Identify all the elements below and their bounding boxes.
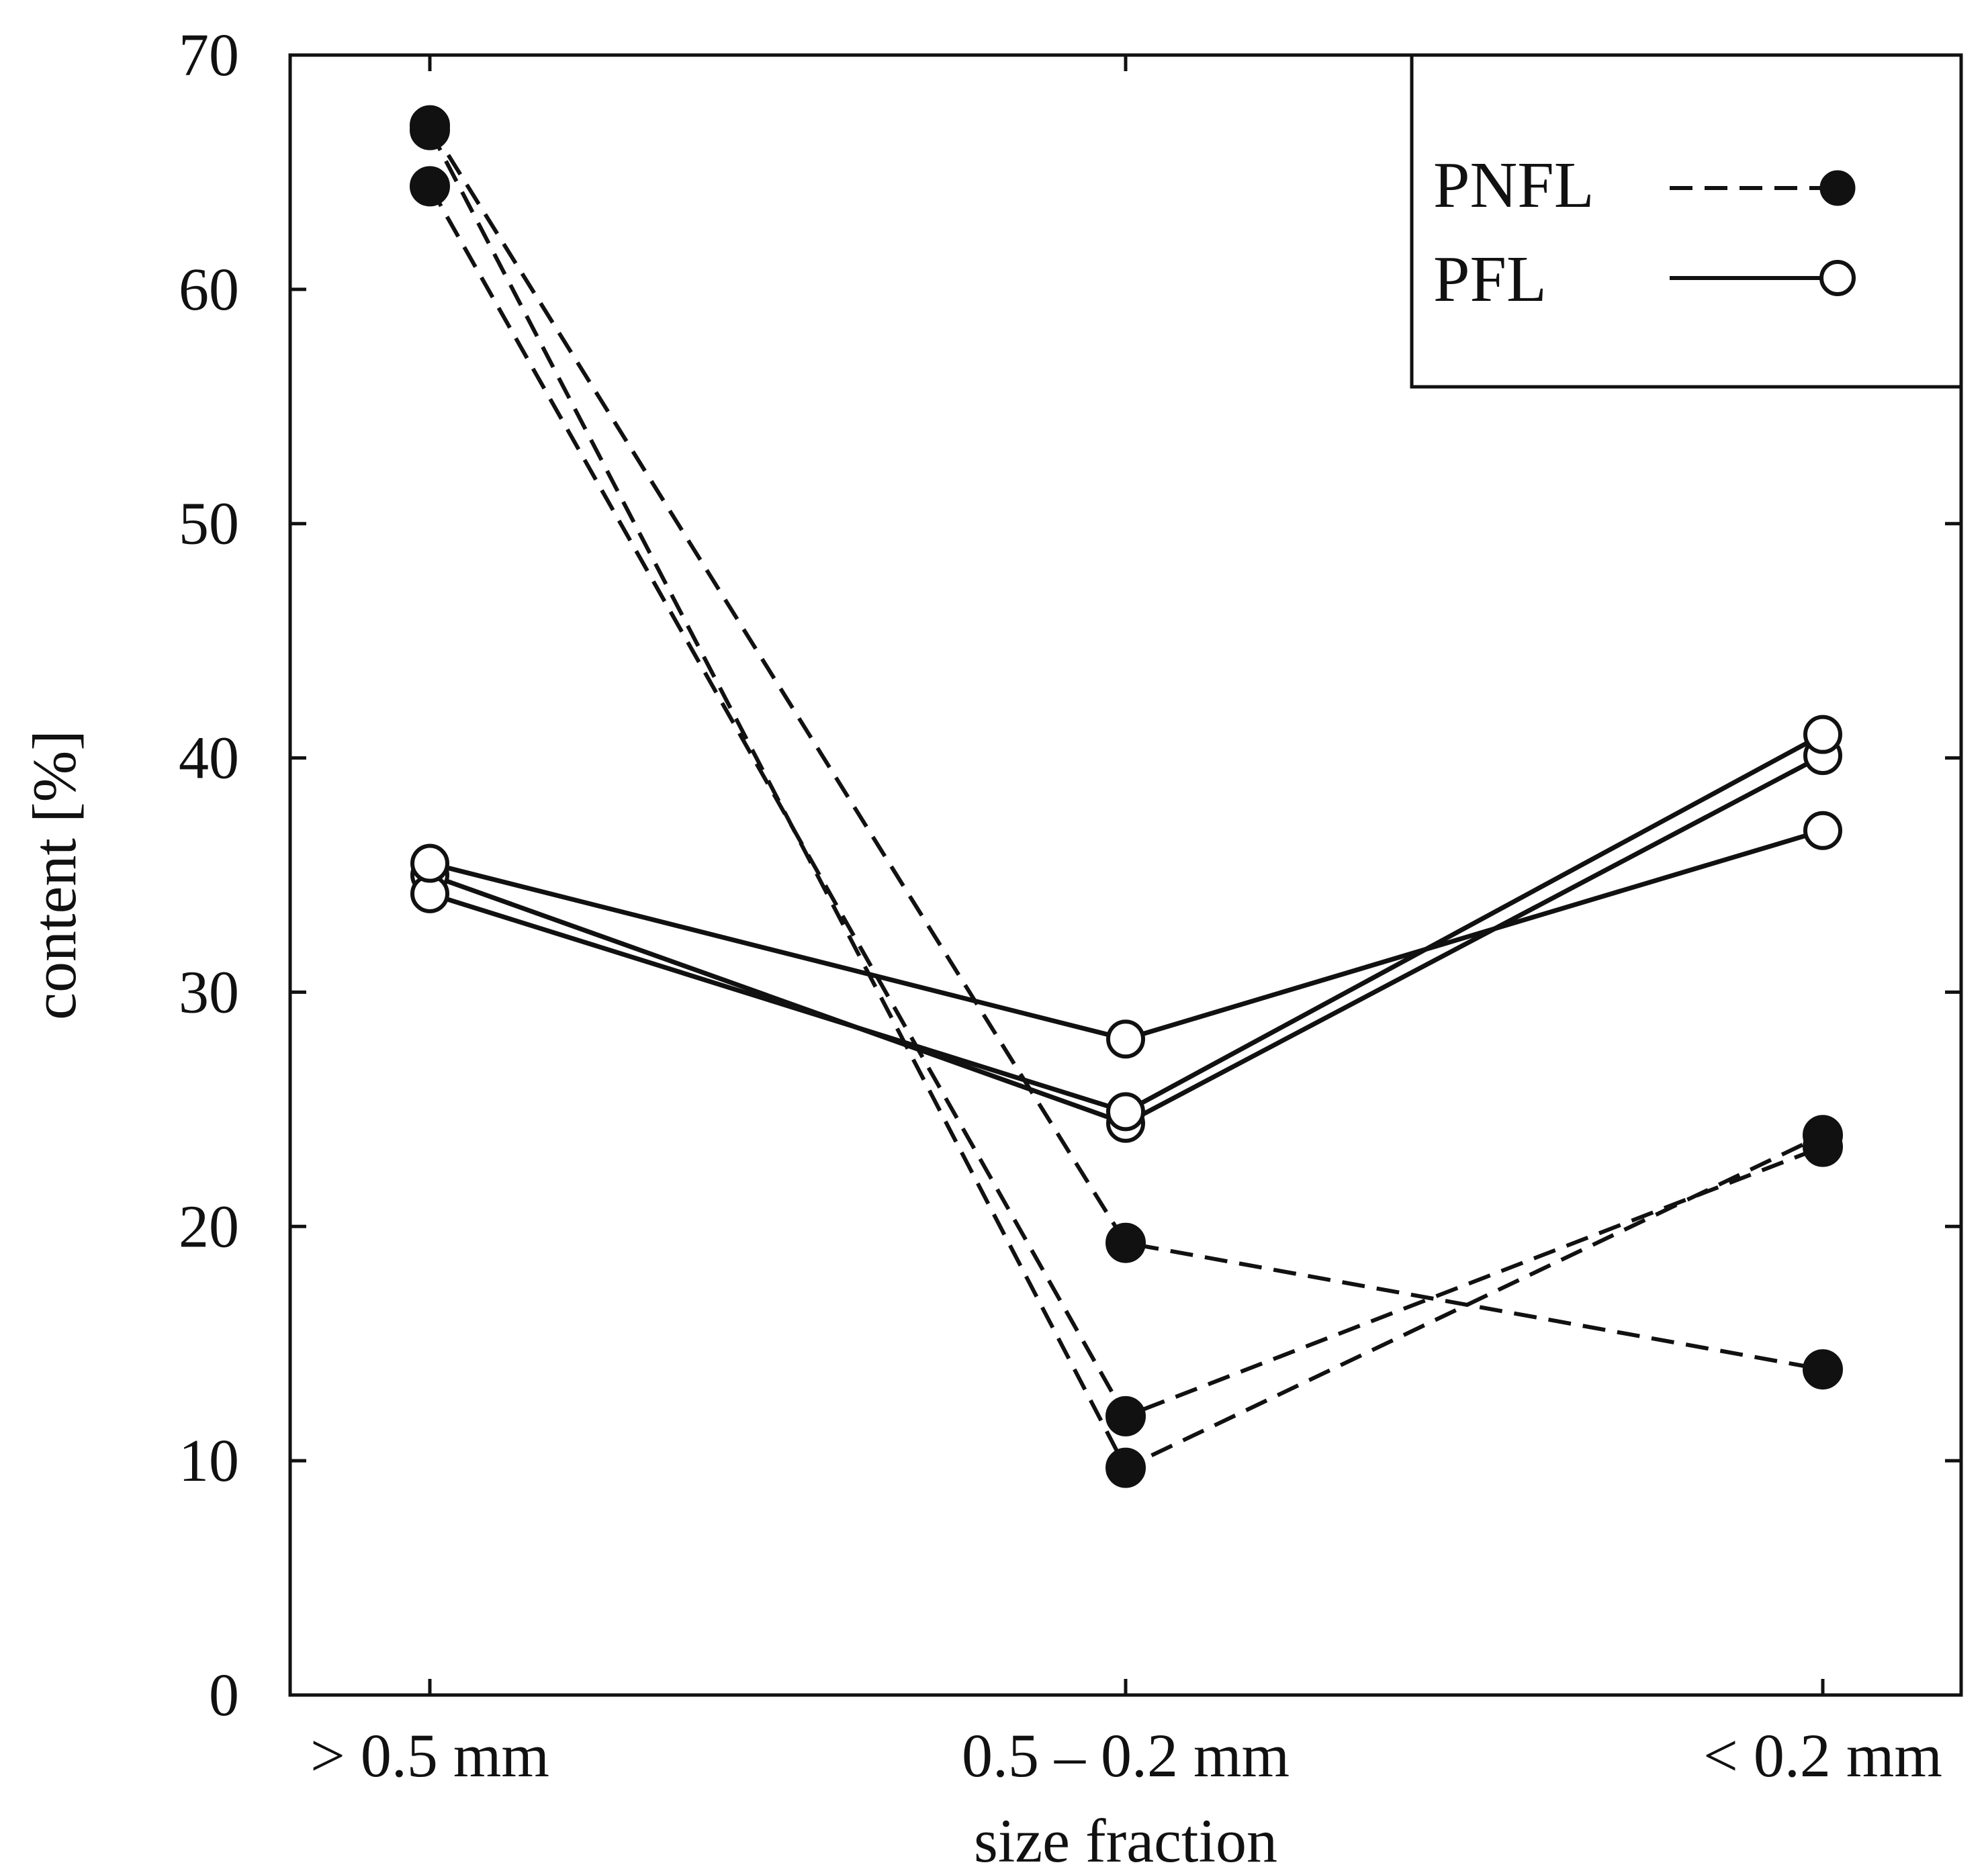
pfl-point [1803,715,1842,754]
y-tick-label: 70 [179,22,239,89]
y-tick-label: 0 [209,1662,239,1729]
x-tick-label: 0.5 – 0.2 mm [962,1721,1290,1790]
y-tick-label: 10 [179,1428,239,1494]
pfl-point [1106,1019,1145,1059]
pnfl-point [1105,1396,1146,1436]
legend-marker-pnfl [1819,170,1856,206]
x-tick-label: > 0.5 mm [310,1721,549,1790]
legend-label-pnfl: PNFL [1433,149,1594,222]
pfl-point [1106,1092,1145,1132]
y-tick-label: 60 [179,257,239,323]
pnfl-point [1105,1447,1146,1488]
legend-label-pfl: PFL [1433,243,1547,316]
x-axis-label: size fraction [974,1807,1277,1875]
pfl-point [410,843,449,883]
pnfl-point [410,166,450,207]
y-tick-label: 50 [179,491,239,557]
y-tick-label: 20 [179,1193,239,1260]
y-tick-label: 30 [179,959,239,1025]
pnfl-point [1803,1126,1843,1167]
legend-box [1410,53,1963,389]
legend: PNFL PFL [1410,53,1963,389]
x-tick-label: < 0.2 mm [1703,1721,1942,1790]
pnfl-point [410,105,450,146]
pfl-series-line-6 [429,828,1824,1042]
pnfl-point [1803,1349,1843,1390]
y-axis-label: content [%] [20,730,89,1020]
pfl-point [1803,811,1842,850]
pnfl-point [1105,1222,1146,1263]
pnfl-series-line-3 [428,124,1823,1372]
axis-ticks: 0 10 20 30 40 50 60 70 > 0.5 mm 0.5 – 0.2 mm < 0.2… [179,22,1961,1790]
legend-marker-pfl [1819,260,1856,296]
pfl-series-line-4 [428,753,1824,1126]
points-layer [410,105,1843,1488]
y-tick-label: 40 [179,725,239,792]
